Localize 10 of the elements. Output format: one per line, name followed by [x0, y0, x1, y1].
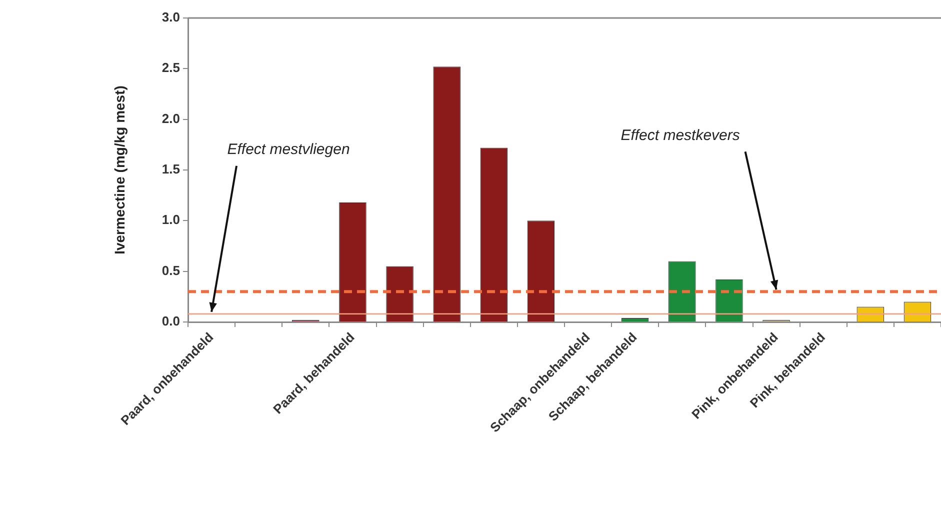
y-axis-title: Ivermectine (mg/kg mest) [111, 86, 128, 254]
y-tick-label: 2.0 [162, 110, 180, 126]
y-tick-label: 1.0 [162, 212, 180, 228]
y-tick-label: 0.5 [162, 262, 180, 278]
y-tick-label: 1.5 [162, 162, 180, 177]
y-tick-label: 3.0 [162, 10, 180, 25]
y-tick-label: 2.5 [162, 60, 180, 76]
y-tick-label: 0.0 [162, 314, 180, 329]
annotation: Effect mestvliegen [227, 141, 350, 158]
annotation: Effect mestkevers [620, 126, 740, 144]
